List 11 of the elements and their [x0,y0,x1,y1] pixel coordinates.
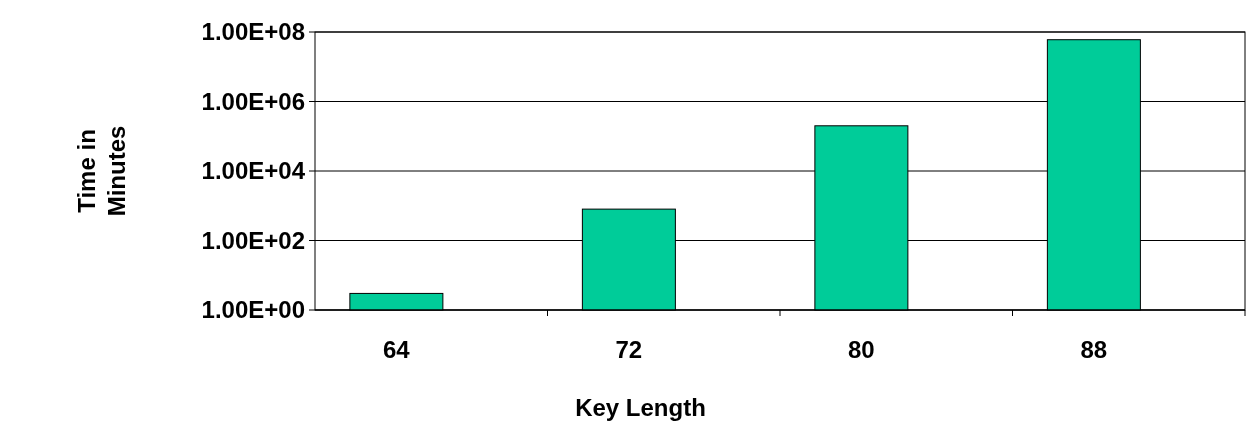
y-tick-label: 1.00E+00 [201,296,305,324]
x-tick-label: 80 [848,336,875,363]
x-tick-label: 72 [615,336,643,363]
x-tick-label: 88 [1080,336,1108,363]
x-axis-title: Key Length [575,394,706,421]
x-tick-label: 64 [383,336,411,363]
y-tick-label: 1.00E+04 [201,157,306,185]
y-axis-title: Time in Minutes [73,125,130,217]
y-tick-label: 1.00E+02 [201,226,305,254]
y-tick-label: 1.00E+06 [201,87,305,115]
y-tick-label: 1.00E+08 [201,18,305,46]
